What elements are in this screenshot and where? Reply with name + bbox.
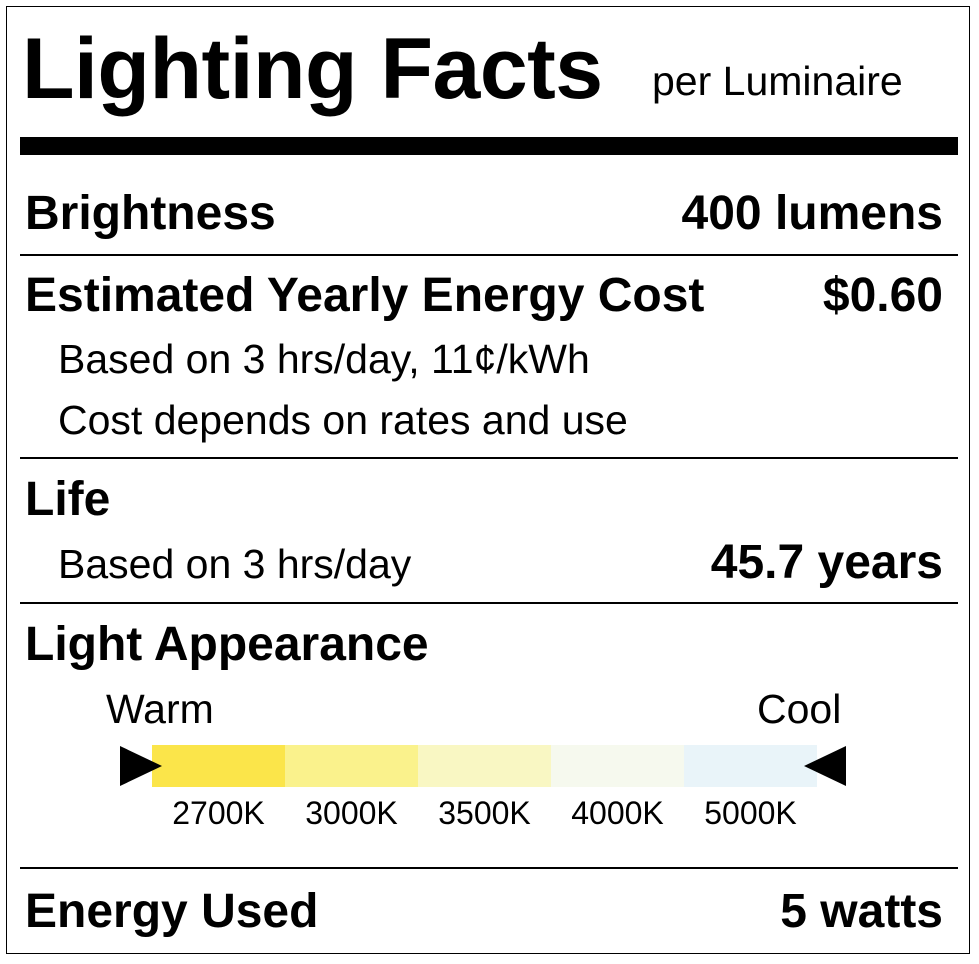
warm-label: Warm [106,686,214,732]
scale-segment-3500K [418,745,551,787]
life-value: 45.7 years [710,536,943,589]
scale-tick-label: 3000K [305,795,398,831]
energy-cost-note-rate: Based on 3 hrs/day, 11¢/kWh [58,336,590,382]
energy-used-label: Energy Used [25,885,319,938]
divider [20,254,958,256]
energy-cost-note-usage: Cost depends on rates and use [58,397,628,443]
divider [20,602,958,604]
scale-tick-label: 5000K [704,795,797,831]
warm-pointer-icon [120,746,162,786]
divider [20,867,958,869]
label-frame [6,6,970,954]
energy-used-value: 5 watts [780,885,943,938]
divider [20,457,958,459]
label-subtitle: per Luminaire [652,58,903,104]
cool-pointer-icon [804,746,846,786]
scale-tick-label: 2700K [172,795,265,831]
energy-cost-label: Estimated Yearly Energy Cost [25,269,705,322]
label-title: Lighting Facts [22,21,603,117]
scale-segment-4000K [551,745,684,787]
scale-segment-5000K [684,745,817,787]
energy-cost-value: $0.60 [822,269,943,322]
scale-segment-3000K [285,745,418,787]
scale-tick-label: 3500K [438,795,531,831]
brightness-value: 400 lumens [681,187,943,240]
brightness-label: Brightness [25,187,276,240]
scale-tick-label: 4000K [571,795,664,831]
cool-label: Cool [757,686,842,732]
scale-segment-2700K [152,745,285,787]
life-label: Life [25,473,111,526]
appearance-label: Light Appearance [25,618,429,671]
life-note: Based on 3 hrs/day [58,541,412,587]
title-divider [20,137,958,155]
